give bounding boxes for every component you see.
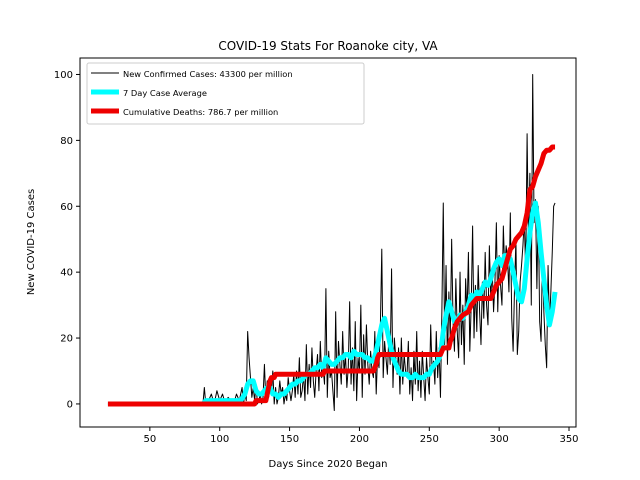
x-tick-label-350: 350 [559,434,578,445]
y-axis-label: New COVID-19 Cases [26,189,37,295]
chart-title: COVID-19 Stats For Roanoke city, VA [218,39,438,53]
y-tick-label-40: 40 [60,268,73,279]
x-tick-label-100: 100 [210,434,229,445]
x-tick-label-200: 200 [350,434,369,445]
series-layer [107,73,558,412]
x-tick-label-150: 150 [280,434,299,445]
legend-label-7-day-average: 7 Day Case Average [123,88,207,98]
y-tick-label-20: 20 [60,334,73,345]
y-tick-label-0: 0 [67,399,73,410]
series-line-cumulative-deaths [107,144,556,407]
plot-frame [79,57,577,428]
y-tick-label-80: 80 [60,136,73,147]
x-axis-label: Days Since 2020 Began [269,459,388,470]
y-tick-label-100: 100 [54,70,73,81]
x-tick-label-50: 50 [143,434,156,445]
legend-label-cumulative-deaths: Cumulative Deaths: 786.7 per million [123,107,278,117]
legend-label-new-cases: New Confirmed Cases: 43300 per million [123,69,293,79]
legend: New Confirmed Cases: 43300 per million 7… [86,62,365,125]
series-line-7-day-average [107,200,558,407]
x-tick-label-300: 300 [490,434,509,445]
x-tick-label-250: 250 [420,434,439,445]
x-axis: 50 100 150 200 250 300 350 [143,427,579,445]
y-axis: 0 20 40 60 80 100 [54,70,80,410]
y-tick-label-60: 60 [60,202,73,213]
legend-box [86,62,365,125]
